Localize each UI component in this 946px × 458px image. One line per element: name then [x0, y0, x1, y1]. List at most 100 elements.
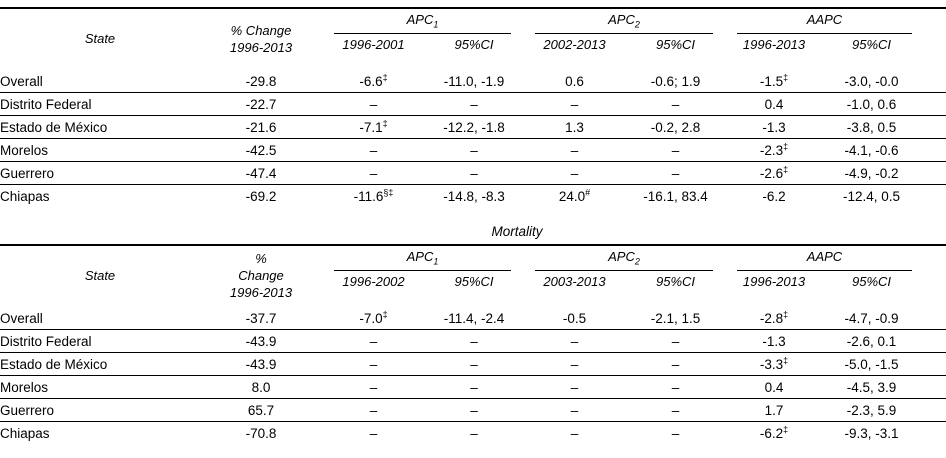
- apc1-ci-value: -12.2, -1.8: [425, 115, 523, 139]
- apc2-ci-value: -0.2, 2.8: [626, 115, 725, 139]
- apc2-ci-header: 95%CI: [655, 37, 696, 53]
- apc2-value: –: [523, 352, 626, 376]
- state-name: Chiapas: [0, 421, 200, 445]
- apc1-value: -6.6‡: [359, 72, 388, 89]
- apc1-value: -7.1‡: [322, 115, 425, 139]
- apc1-value: –: [322, 375, 425, 399]
- apc1-value: –: [322, 352, 425, 376]
- apc1-ci-value: –: [425, 92, 523, 116]
- apc2-ci-value: –: [626, 398, 725, 422]
- apc1-value: –: [322, 329, 425, 353]
- aapc-period-header: 1996-2013: [742, 37, 806, 53]
- apc2-ci-value: –: [626, 352, 725, 376]
- apc1-ci-value: –: [425, 375, 523, 399]
- aapc-value: -6.2‡: [725, 421, 823, 445]
- incidence-table-header: State % Change 1996-2013 APC1 APC2 AAPC …: [0, 8, 946, 70]
- apc2-value: 0.6: [565, 73, 584, 89]
- apc1-group-label: APC: [406, 12, 434, 27]
- apc2-group-label: APC: [608, 249, 635, 265]
- table-row: Distrito Federal -22.7– – – –0.4 -1.0, 0.6: [0, 92, 946, 116]
- apc1-ci-header: 95%CI: [454, 37, 494, 53]
- aapc-value: -3.3‡: [725, 352, 823, 376]
- pct-change-value: -47.4: [200, 161, 322, 185]
- apc1-group-header: APC1: [322, 245, 523, 272]
- aapc-group-header: AAPC: [725, 8, 946, 35]
- aapc-value: -2.6‡: [725, 161, 823, 185]
- pct-change-value: -37.7: [245, 310, 277, 326]
- pct-change-value: -21.6: [200, 115, 322, 139]
- apc1-ci-value: –: [425, 398, 523, 422]
- apc2-ci-value: –: [626, 375, 725, 399]
- pct-change-label: % Change: [230, 22, 292, 38]
- apc2-period-header: 2002-2013: [543, 37, 606, 53]
- apc1-value: –: [322, 421, 425, 445]
- state-name: Estado de México: [0, 115, 200, 139]
- table-row: Estado de México -43.9– – – – -3.3‡ -5.0, -1.5: [0, 352, 946, 376]
- pct-change-label-line1: %: [255, 251, 267, 267]
- apc2-value: –: [523, 375, 626, 399]
- aapc-value: 0.4: [725, 375, 823, 399]
- apc2-value: –: [523, 138, 626, 162]
- pct-change-column-header: % Change 1996-2013: [200, 245, 322, 307]
- aapc-ci-value: -1.0, 0.6: [823, 92, 946, 116]
- aapc-value: -2.8‡: [759, 309, 789, 326]
- pct-change-value: -22.7: [200, 92, 322, 116]
- apc1-ci-value: -11.4, -2.4: [443, 310, 505, 326]
- apc1-ci-value: -11.0, -1.9: [443, 73, 505, 89]
- aapc-ci-value: -4.1, -0.6: [823, 138, 946, 162]
- mortality-section-title: Mortality: [491, 224, 543, 240]
- incidence-table: State % Change 1996-2013 APC1 APC2 AAPC …: [0, 7, 946, 208]
- apc1-ci-value: –: [425, 138, 523, 162]
- table-row: Guerrero -47.4– – – – -2.6‡ -4.9, -0.2: [0, 161, 946, 185]
- aapc-ci-value: -2.6, 0.1: [823, 329, 946, 353]
- state-column-header: State: [84, 268, 116, 284]
- aapc-period-header: 1996-2013: [742, 274, 806, 290]
- aapc-ci-value: -2.3, 5.9: [823, 398, 946, 422]
- apc1-group-label: APC: [406, 249, 434, 265]
- table-row: Morelos 8.0– – – –0.4 -4.5, 3.9: [0, 375, 946, 399]
- aapc-value: -6.2: [725, 184, 823, 208]
- table-row: Estado de México -21.6 -7.1‡ -12.2, -1.8 1.3…: [0, 115, 946, 139]
- aapc-ci-value: -4.5, 3.9: [823, 375, 946, 399]
- aapc-ci-value: -5.0, -1.5: [823, 352, 946, 376]
- apc2-value: 24.0#: [523, 184, 626, 208]
- apc1-ci-value: –: [425, 352, 523, 376]
- state-name: Morelos: [0, 138, 200, 162]
- apc1-ci-value: -14.8, -8.3: [425, 184, 523, 208]
- table-row: Distrito Federal -43.9– – – – -1.3 -2.6, 0.1: [0, 329, 946, 353]
- pct-change-value: 65.7: [200, 398, 322, 422]
- pct-change-value: -43.9: [200, 352, 322, 376]
- pct-change-value: -29.8: [245, 73, 277, 89]
- apc1-value: -7.0‡: [359, 309, 388, 326]
- apc2-value: –: [523, 92, 626, 116]
- aapc-ci-header: 95%CI: [851, 274, 892, 290]
- state-name: Distrito Federal: [0, 92, 200, 116]
- apc2-value: –: [523, 398, 626, 422]
- table-row: Chiapas -70.8– – – – -6.2‡ -9.3, -3.1: [0, 421, 946, 445]
- state-name: Overall: [0, 310, 43, 326]
- apc1-group-subscript: 1: [433, 256, 439, 267]
- table-row: Overall -29.8 -6.6‡ -11.0, -1.9 0.6 -0.6; 1.9…: [0, 70, 946, 93]
- pct-change-column-header: % Change 1996-2013: [200, 8, 322, 70]
- state-name: Estado de México: [0, 352, 200, 376]
- apc2-ci-value: -2.1, 1.5: [650, 310, 701, 326]
- aapc-value: 0.4: [725, 92, 823, 116]
- apc2-value: –: [523, 421, 626, 445]
- apc2-group-header: APC2: [523, 8, 725, 35]
- state-name: Distrito Federal: [0, 329, 200, 353]
- table-row: Overall -37.7 -7.0‡ -11.4, -2.4 -0.5 -2.1, 1.…: [0, 307, 946, 330]
- apc1-group-subscript: 1: [433, 19, 439, 30]
- pct-change-value: -43.9: [200, 329, 322, 353]
- apc1-period-header: 1996-2001: [342, 37, 405, 53]
- aapc-ci-header: 95%CI: [851, 37, 892, 53]
- apc1-ci-header: 95%CI: [454, 274, 494, 290]
- apc2-ci-header: 95%CI: [655, 274, 696, 290]
- state-name: Overall: [0, 73, 43, 89]
- table-row: Morelos -42.5– – – – -2.3‡ -4.1, -0.6: [0, 138, 946, 162]
- incidence-table-body: Overall -29.8 -6.6‡ -11.0, -1.9 0.6 -0.6; 1.9…: [0, 70, 946, 208]
- apc2-ci-value: –: [626, 161, 725, 185]
- apc2-ci-value: –: [626, 329, 725, 353]
- state-name: Chiapas: [0, 184, 200, 208]
- apc1-group-header: APC1: [322, 8, 523, 35]
